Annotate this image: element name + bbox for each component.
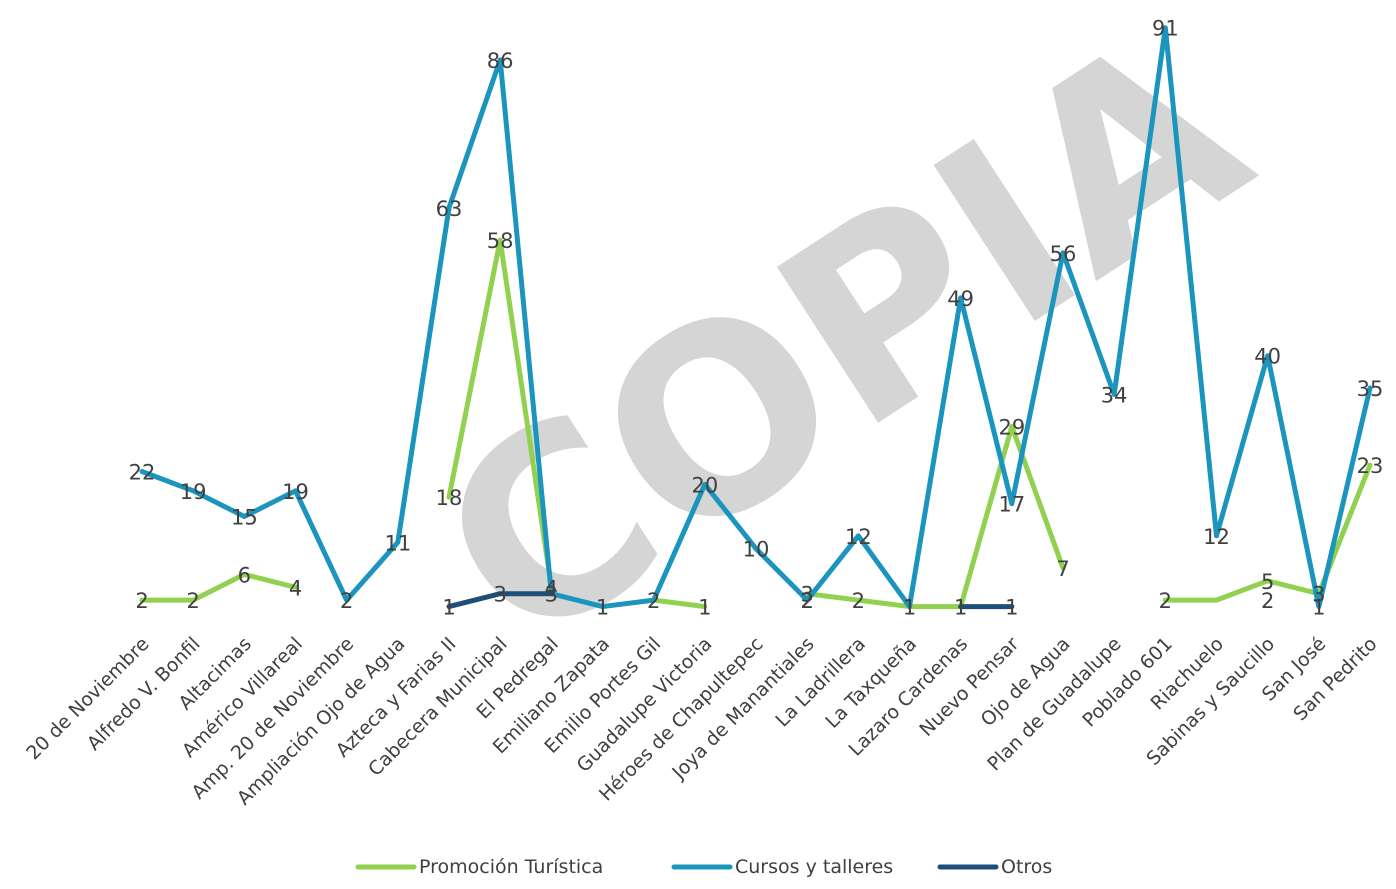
data-label-promocion-turistica-18: 29 bbox=[998, 415, 1025, 439]
data-label-cursos-y-talleres-25: 35 bbox=[1357, 377, 1384, 401]
data-label-promocion-turistica-9: 4 bbox=[545, 576, 558, 600]
data-label-promocion-turistica-14: 3 bbox=[800, 583, 813, 607]
data-label-cursos-y-talleres-9: 3 bbox=[545, 583, 558, 607]
data-label-cursos-y-talleres-8: 86 bbox=[487, 49, 514, 73]
legend-label-cursos-y-talleres: Cursos y talleres bbox=[735, 856, 893, 878]
data-label-promocion-turistica-2: 2 bbox=[186, 589, 199, 613]
data-label-cursos-y-talleres-24: 1 bbox=[1312, 596, 1325, 620]
data-label-promocion-turistica-8: 58 bbox=[487, 229, 514, 253]
legend: Promoción Turística Cursos y talleres Otro… bbox=[355, 856, 1052, 878]
data-label-otros-23: 2 bbox=[1261, 589, 1274, 613]
data-label-promocion-turistica-24: 3 bbox=[1312, 583, 1325, 607]
data-label-cursos-y-talleres-10: 1 bbox=[596, 596, 609, 620]
data-label-promocion-turistica-3: 6 bbox=[238, 563, 251, 587]
data-label-cursos-y-talleres-18: 17 bbox=[998, 493, 1025, 517]
data-label-cursos-y-talleres-22: 12 bbox=[1203, 525, 1230, 549]
data-label-promocion-turistica-12: 1 bbox=[698, 596, 711, 620]
legend-label-otros: Otros bbox=[1001, 856, 1052, 878]
data-label-promocion-turistica-23: 5 bbox=[1261, 570, 1274, 594]
data-label-cursos-y-talleres-6: 11 bbox=[384, 531, 411, 555]
data-label-cursos-y-talleres-15: 12 bbox=[845, 525, 872, 549]
series-line-promocion-turistica-3 bbox=[651, 597, 708, 610]
series-line-otros-1 bbox=[446, 591, 554, 610]
data-label-cursos-y-talleres-13: 10 bbox=[743, 538, 770, 562]
data-label-cursos-y-talleres-23: 40 bbox=[1254, 345, 1281, 369]
series-line-promocion-turistica-5 bbox=[1162, 462, 1373, 603]
series-layer bbox=[139, 25, 1373, 610]
data-label-cursos-y-talleres-19: 56 bbox=[1050, 242, 1077, 266]
data-label-cursos-y-talleres-5: 2 bbox=[340, 589, 353, 613]
data-label-cursos-y-talleres-1: 22 bbox=[129, 461, 156, 485]
series-line-promocion-turistica-2 bbox=[446, 237, 554, 590]
data-label-promocion-turistica-1: 2 bbox=[135, 589, 148, 613]
data-label-cursos-y-talleres-4: 19 bbox=[282, 480, 309, 504]
legend-label-promocion-turistica: Promoción Turística bbox=[419, 856, 603, 878]
legend-item-promocion-turistica: Promoción Turística bbox=[355, 856, 603, 878]
data-label-otros-7: 1 bbox=[442, 596, 455, 620]
legend-item-cursos-y-talleres: Cursos y talleres bbox=[671, 856, 893, 878]
data-label-promocion-turistica-15: 2 bbox=[852, 589, 865, 613]
data-label-cursos-y-talleres-21: 91 bbox=[1152, 17, 1179, 41]
data-label-cursos-y-talleres-12: 20 bbox=[691, 473, 718, 497]
data-label-cursos-y-talleres-20: 34 bbox=[1101, 383, 1128, 407]
data-label-otros-14: 2 bbox=[800, 589, 813, 613]
data-label-promocion-turistica-7: 18 bbox=[436, 486, 463, 510]
legend-item-otros: Otros bbox=[937, 856, 1052, 878]
data-label-promocion-turistica-25: 23 bbox=[1357, 454, 1384, 478]
data-label-cursos-y-talleres-17: 49 bbox=[947, 287, 974, 311]
data-label-otros-8: 3 bbox=[493, 583, 506, 607]
data-label-cursos-y-talleres-11: 2 bbox=[647, 589, 660, 613]
data-label-cursos-y-talleres-7: 63 bbox=[436, 197, 463, 221]
data-label-cursos-y-talleres-14: 2 bbox=[800, 589, 813, 613]
series-line-promocion-turistica-1 bbox=[139, 571, 298, 603]
data-label-cursos-y-talleres-2: 19 bbox=[180, 480, 207, 504]
data-label-cursos-y-talleres-16: 1 bbox=[903, 596, 916, 620]
data-label-cursos-y-talleres-3: 15 bbox=[231, 506, 258, 530]
data-label-promocion-turistica-19: 7 bbox=[1056, 557, 1069, 581]
data-label-otros-18: 1 bbox=[1005, 596, 1018, 620]
data-label-promocion-turistica-4: 4 bbox=[289, 576, 302, 600]
series-line-cursos-y-talleres bbox=[139, 25, 1373, 610]
data-label-promocion-turistica-17: 1 bbox=[954, 596, 967, 620]
data-label-otros-21: 2 bbox=[1159, 589, 1172, 613]
